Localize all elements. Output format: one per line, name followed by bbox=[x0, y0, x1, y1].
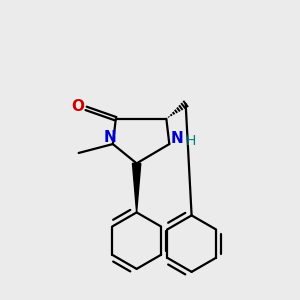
Polygon shape bbox=[133, 164, 141, 212]
Text: H: H bbox=[185, 134, 196, 148]
Text: N: N bbox=[170, 130, 183, 146]
Text: N: N bbox=[104, 130, 117, 145]
Text: O: O bbox=[71, 99, 84, 114]
